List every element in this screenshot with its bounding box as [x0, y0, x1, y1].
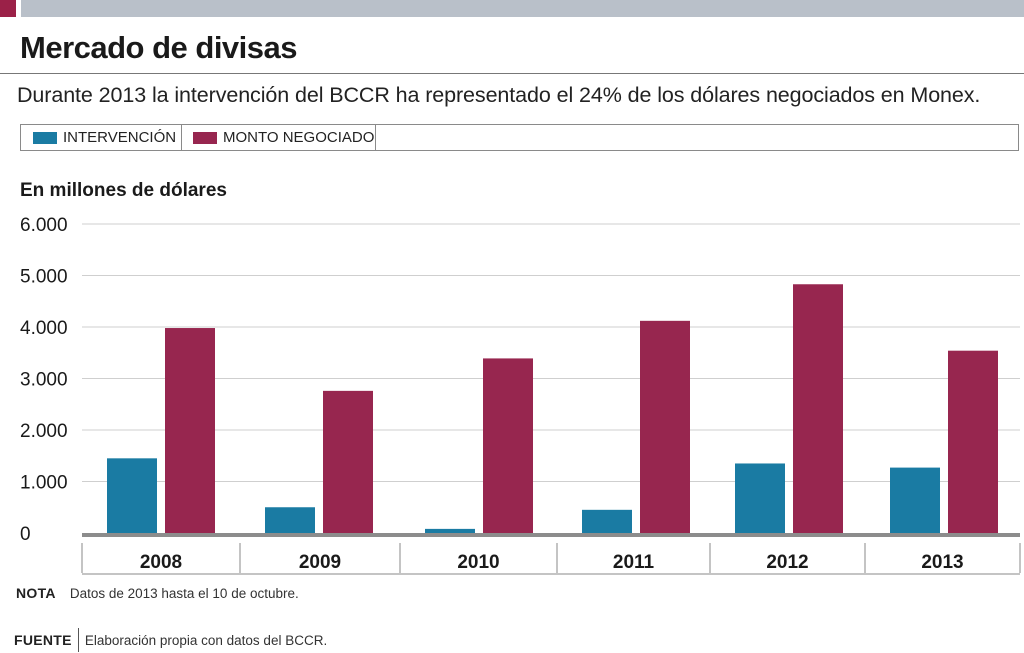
- y-tick-label: 0: [20, 524, 31, 545]
- y-tick-label: 3.000: [20, 370, 68, 391]
- source: FUENTE Elaboración propia con datos del …: [14, 627, 327, 653]
- chart-title: Mercado de divisas: [20, 30, 298, 65]
- legend-swatch-intervencion: [33, 131, 57, 144]
- bar-intervencion: [890, 467, 940, 533]
- x-tick-label: 2011: [613, 552, 655, 573]
- legend-item-monto-negociado: MONTO NEGOCIADO: [193, 125, 374, 150]
- source-label: FUENTE: [14, 632, 72, 648]
- legend-swatch-monto-negociado: [193, 131, 217, 144]
- y-tick-label: 6.000: [20, 215, 68, 236]
- bar-monto-negociado: [165, 328, 215, 533]
- y-tick-label: 2.000: [20, 421, 68, 442]
- bar-intervencion: [735, 463, 785, 533]
- x-tick-label: 2009: [299, 552, 341, 573]
- x-tick-label: 2008: [140, 552, 182, 573]
- baseline: [82, 533, 1020, 537]
- legend-label-monto-negociado: MONTO NEGOCIADO: [223, 129, 375, 146]
- legend-label-intervencion: INTERVENCIÓN: [63, 129, 177, 146]
- source-separator: [77, 628, 79, 652]
- bar-intervencion: [107, 458, 157, 533]
- legend-separator: [375, 125, 376, 150]
- bar-monto-negociado: [640, 320, 690, 533]
- y-tick-label: 4.000: [20, 318, 68, 339]
- bar-monto-negociado: [793, 284, 843, 533]
- y-tick-label: 1.000: [20, 473, 68, 494]
- note-text: Datos de 2013 hasta el 10 de octubre.: [69, 586, 299, 601]
- y-axis-label: En millones de dólares: [20, 180, 227, 201]
- y-tick-label: 5.000: [20, 267, 68, 288]
- bar-monto-negociado: [323, 390, 373, 533]
- bar-monto-negociado: [948, 350, 998, 533]
- title-divider: [0, 73, 1024, 74]
- x-tick-label: 2012: [766, 552, 808, 573]
- note-label: NOTA: [16, 585, 56, 601]
- bar-intervencion: [265, 507, 315, 533]
- chart-subtitle: Durante 2013 la intervención del BCCR ha…: [17, 83, 981, 107]
- bar-intervencion: [582, 509, 632, 533]
- bar-monto-negociado: [483, 358, 533, 533]
- top-bar-accent: [0, 0, 16, 17]
- legend-item-intervencion: INTERVENCIÓN: [33, 125, 176, 150]
- top-bar-stripe: [21, 0, 1024, 17]
- bar-chart: 0 1.000 2.000 3.000 4.000 5.000 6.000 2008 2009 2…: [20, 215, 1021, 575]
- source-text: Elaboración propia con datos del BCCR.: [84, 632, 328, 648]
- legend: INTERVENCIÓN MONTO NEGOCIADO: [20, 124, 1019, 151]
- x-tick-label: 2010: [457, 552, 499, 573]
- x-tick-label: 2013: [921, 552, 963, 573]
- top-bar: [0, 0, 1024, 17]
- note: NOTA Datos de 2013 hasta el 10 de octubr…: [16, 585, 299, 601]
- bar-intervencion: [425, 528, 475, 533]
- legend-separator: [181, 125, 182, 150]
